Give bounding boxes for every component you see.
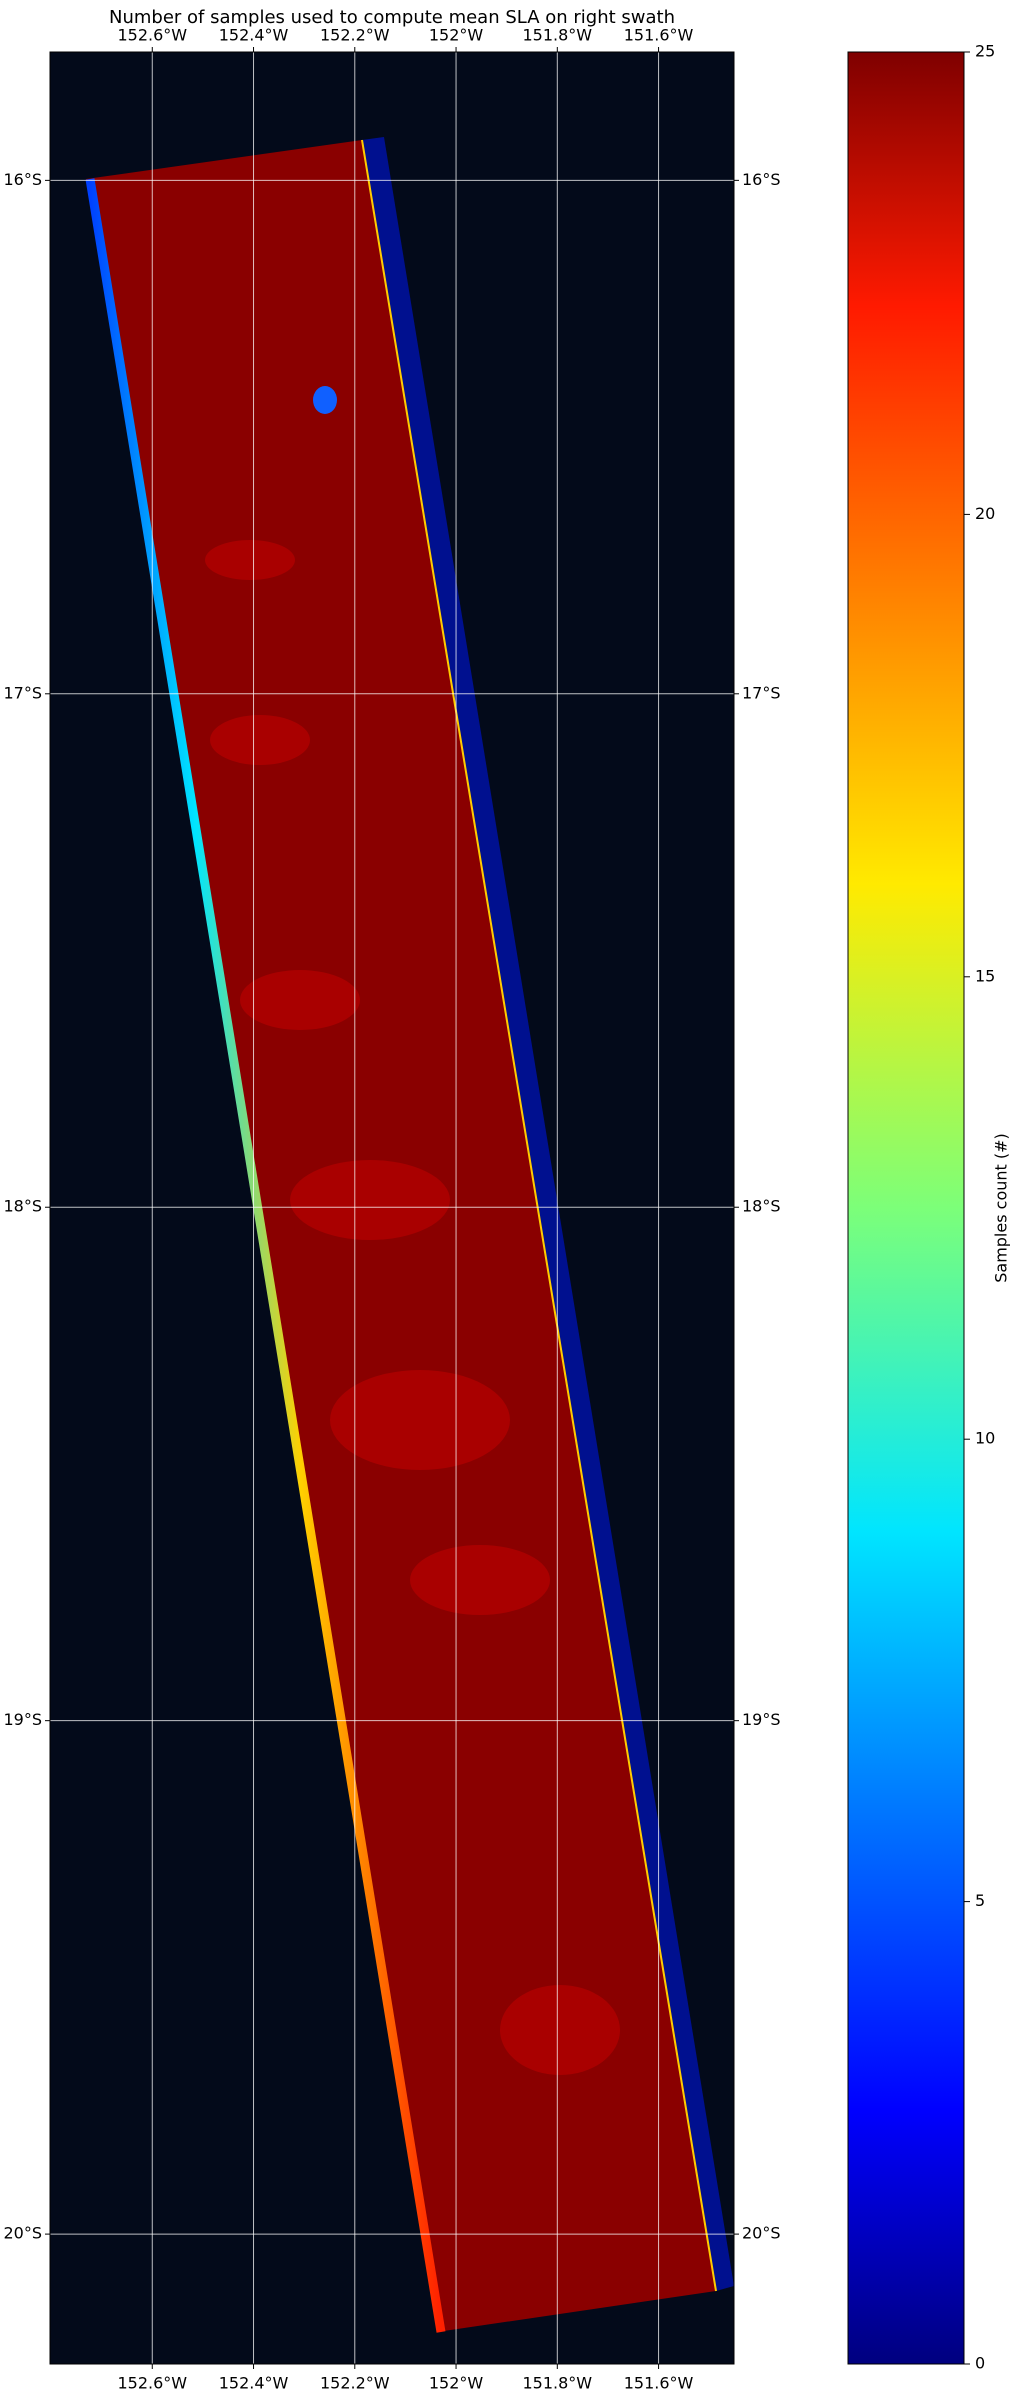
- lat-tick-label: 18°S: [742, 1197, 781, 1216]
- lon-tick-label: 151.8°W: [522, 26, 592, 45]
- lat-tick-label: 17°S: [3, 683, 42, 702]
- lat-tick-label: 16°S: [742, 170, 781, 189]
- lon-tick-label: 151.6°W: [624, 2374, 694, 2393]
- lat-tick-label: 17°S: [742, 683, 781, 702]
- colorbar-tick-label: 25: [975, 42, 995, 61]
- grid: [50, 52, 734, 2364]
- map-title: Number of samples used to compute mean S…: [109, 7, 675, 28]
- lat-tick-label: 20°S: [3, 2224, 42, 2243]
- lat-tick-label: 18°S: [3, 1197, 42, 1216]
- colorbar: [847, 51, 965, 2365]
- colorbar-label: Samples count (#): [992, 1133, 1011, 1283]
- island-patch: [313, 386, 337, 414]
- map-frame: [49, 51, 735, 2365]
- lon-tick-label: 151.8°W: [522, 2374, 592, 2393]
- lat-tick-label: 19°S: [3, 1710, 42, 1729]
- lon-tick-label: 152.2°W: [320, 26, 390, 45]
- lon-tick-label: 152°W: [429, 26, 484, 45]
- lon-tick-label: 152.4°W: [219, 26, 289, 45]
- lat-tick-label: 16°S: [3, 170, 42, 189]
- swath-right-edge: [361, 139, 717, 2292]
- colorbar-tick-label: 20: [975, 504, 995, 523]
- lon-tick-label: 152°W: [429, 2374, 484, 2393]
- colorbar-tick-label: 10: [975, 1429, 995, 1448]
- swath-patches: [205, 540, 620, 2075]
- colorbar-tick-label: 0: [975, 2354, 985, 2373]
- lat-tick-label: 20°S: [742, 2224, 781, 2243]
- lon-tick-label: 152.6°W: [117, 2374, 187, 2393]
- lon-tick-label: 152.4°W: [219, 2374, 289, 2393]
- swath-edge-band: [362, 137, 734, 2291]
- colorbar-tick-label: 5: [975, 1891, 985, 1910]
- colorbar-tick-label: 15: [975, 966, 995, 985]
- lat-tick-label: 19°S: [742, 1710, 781, 1729]
- lon-tick-label: 151.6°W: [624, 26, 694, 45]
- lon-tick-label: 152.6°W: [117, 26, 187, 45]
- swath-left-edge: [85, 178, 446, 2333]
- lon-tick-label: 152.2°W: [320, 2374, 390, 2393]
- map-area: [50, 52, 734, 2364]
